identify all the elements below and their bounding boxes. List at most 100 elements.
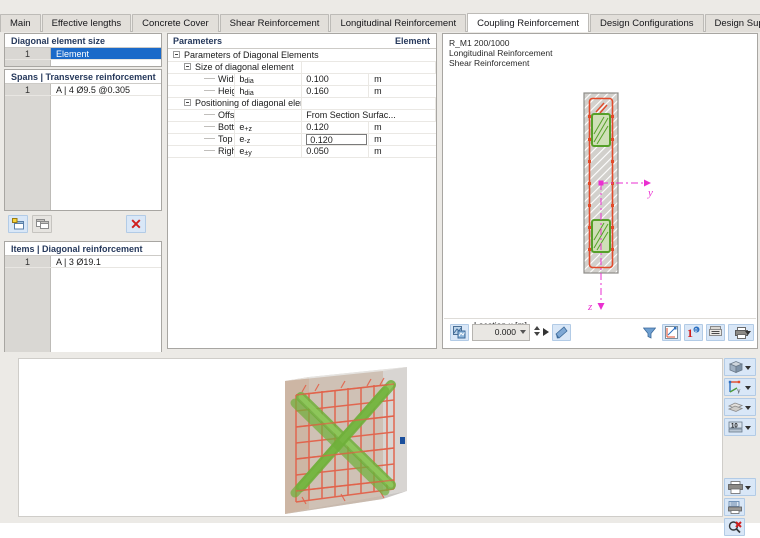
- symbol-base: h: [239, 85, 245, 96]
- location-x-spinner[interactable]: [532, 324, 541, 341]
- tree-collapse-icon[interactable]: [184, 63, 191, 71]
- parameter-group-spacer: [301, 61, 436, 74]
- axis-system-button[interactable]: y: [724, 378, 756, 396]
- print-preview-button-3d[interactable]: [724, 498, 745, 516]
- cross-section-canvas[interactable]: y z: [444, 70, 756, 318]
- left-column: Diagonal element size 1 Element Spans | T…: [4, 33, 162, 379]
- filter-button[interactable]: [640, 324, 659, 341]
- table-row[interactable]: 1 Element: [5, 48, 161, 60]
- filter-icon: [643, 327, 656, 339]
- section-settings-icon: [453, 326, 466, 339]
- render-mode-button[interactable]: [724, 358, 756, 376]
- tab-design-configurations[interactable]: Design Configurations: [590, 14, 704, 32]
- tab-effective-lengths[interactable]: Effective lengths: [41, 14, 132, 32]
- tree-collapse-icon[interactable]: [184, 99, 191, 107]
- parameter-value[interactable]: 0.160: [301, 85, 370, 98]
- parameter-unit: m: [368, 145, 436, 158]
- tree-branch-icon: [204, 138, 215, 140]
- stirrup-hooks: [595, 102, 608, 114]
- diagonal-element-size-panel: Diagonal element size 1 Element: [4, 33, 162, 67]
- parameter-symbol: e±y: [234, 145, 303, 158]
- chevron-down-icon: [745, 386, 751, 390]
- svg-text:y: y: [737, 387, 741, 394]
- tab-bar: Main Effective lengths Concrete Cover Shear…: [0, 0, 760, 32]
- axis-icon: y: [728, 380, 743, 394]
- row-number-gutter: [5, 256, 51, 354]
- parameter-symbol: bdia: [234, 73, 303, 86]
- scale-button[interactable]: 10: [724, 418, 756, 436]
- parameter-symbol: [234, 109, 303, 122]
- row-number: 1: [5, 48, 51, 59]
- parameter-row[interactable]: Offset type From Section Surfac...: [168, 109, 436, 122]
- numbering-button[interactable]: 1 0: [684, 324, 703, 341]
- axis-system: y z: [587, 179, 653, 313]
- diagonal-reinforcement-3d: [290, 380, 396, 498]
- cross-section-drawing: y z: [583, 92, 653, 313]
- print-queue-button[interactable]: [706, 324, 725, 341]
- tab-longitudinal-reinforcement[interactable]: Longitudinal Reinforcement: [330, 14, 467, 32]
- model-3d-viewport[interactable]: [18, 358, 723, 517]
- selection-marker: [400, 437, 405, 444]
- scale-value: 10: [731, 423, 738, 429]
- parameter-value-input[interactable]: 0.120: [306, 133, 368, 144]
- row-value[interactable]: Element: [51, 48, 161, 59]
- symbol-base: e: [239, 133, 245, 144]
- toolbar-gap: [724, 470, 758, 478]
- clear-selection-button[interactable]: [724, 518, 745, 536]
- print-button[interactable]: [728, 324, 754, 341]
- parameter-group-label: Parameters of Diagonal Elements: [184, 49, 319, 60]
- parameter-value[interactable]: 0.120: [301, 133, 370, 146]
- new-span-button[interactable]: [8, 215, 28, 233]
- dimensions-button[interactable]: [662, 324, 681, 341]
- diagonal-element-top: [591, 113, 611, 147]
- cage-front-overlay: [295, 383, 395, 492]
- symbol-subscript: -z: [244, 137, 251, 145]
- symbol-subscript: ±y: [244, 149, 252, 157]
- symbol-base: e: [239, 121, 245, 132]
- parameter-symbol: e-z: [234, 133, 303, 146]
- toolbar-gap: [724, 438, 758, 446]
- location-next-button[interactable]: [543, 328, 549, 336]
- parameter-label: Right bottom / Left top side: [218, 146, 234, 156]
- copy-span-button[interactable]: [32, 215, 52, 233]
- tab-main[interactable]: Main: [0, 14, 41, 32]
- parameter-value[interactable]: 0.050: [301, 145, 370, 158]
- parameters-header-label: Parameters: [173, 36, 223, 46]
- parameters-panel: Parameters Element Parameters of Diagona…: [167, 33, 437, 349]
- section-settings-button[interactable]: [450, 324, 469, 341]
- tab-design-supports-deflection[interactable]: Design Supports & Deflection: [704, 14, 760, 32]
- stirrup-hooks-3d: [301, 377, 385, 505]
- location-x-combo[interactable]: 0.000: [472, 324, 530, 341]
- copy-item-icon: [35, 219, 49, 229]
- toolbar-gap: [724, 462, 758, 470]
- parameter-unit: m: [368, 73, 436, 86]
- parameter-group-row[interactable]: Parameters of Diagonal Elements: [168, 49, 436, 62]
- tab-concrete-cover[interactable]: Concrete Cover: [132, 14, 219, 32]
- row-value[interactable]: A | 3 Ø19.1: [51, 256, 161, 267]
- layers-button[interactable]: [724, 398, 756, 416]
- parameter-group-row[interactable]: Size of diagonal element: [168, 61, 436, 74]
- symbol-subscript: dia: [244, 89, 254, 97]
- pointer-tool-button[interactable]: [552, 324, 571, 341]
- row-value[interactable]: A | 4 Ø9.5 @0.305: [51, 84, 161, 95]
- tree-collapse-icon[interactable]: [173, 50, 180, 58]
- tab-coupling-reinforcement[interactable]: Coupling Reinforcement: [467, 13, 590, 32]
- delete-span-button[interactable]: ✕: [126, 215, 146, 233]
- numbering-icon: 1 0: [687, 326, 700, 339]
- print-button-3d[interactable]: [724, 478, 756, 496]
- parameter-value[interactable]: 0.120: [301, 121, 370, 134]
- cross-section-toolbar: Location x [m] 0.000: [444, 318, 756, 347]
- parameter-value[interactable]: From Section Surfac...: [301, 109, 436, 122]
- parameter-value[interactable]: 0.100: [301, 73, 370, 86]
- tab-shear-reinforcement[interactable]: Shear Reinforcement: [219, 14, 330, 32]
